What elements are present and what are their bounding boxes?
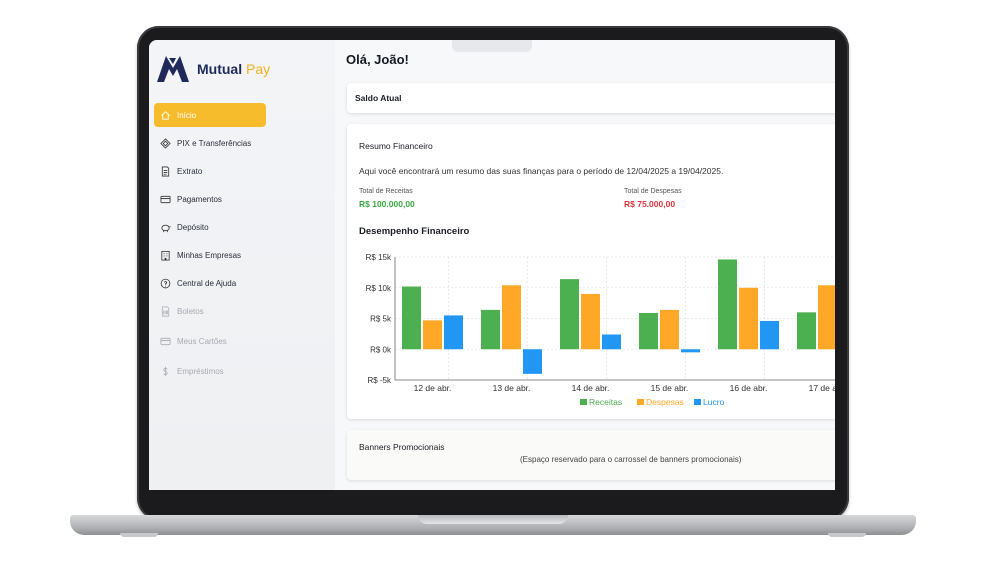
bar-receitas	[718, 259, 737, 350]
sidebar-item-label: Pagamentos	[177, 194, 222, 204]
y-tick-label: R$ -5k	[367, 376, 392, 385]
laptop-base	[70, 515, 916, 535]
resumo-financeiro-card: Resumo Financeiro Aqui você encontrará u…	[347, 124, 835, 419]
desempenho-financeiro-chart: R$ 15k R$ 10k R$ 5k R$ 0k R$ -5k 12 de abr. 13…	[366, 253, 835, 407]
total-receitas-value: R$ 100.000,00	[359, 199, 415, 209]
page-title: Olá, João!	[346, 52, 409, 67]
mutual-pay-logo-icon	[157, 56, 189, 82]
sidebar-item-label: Boletos	[177, 306, 204, 316]
sidebar-item-label: PIX e Transferências	[177, 138, 252, 148]
dollar-icon	[160, 366, 171, 377]
bar-despesas	[423, 320, 442, 350]
help-icon	[160, 278, 171, 289]
sidebar-item-label: Central de Ajuda	[177, 278, 237, 288]
total-despesas-label: Total de Despesas	[624, 188, 682, 195]
total-despesas-value: R$ 75.000,00	[624, 199, 676, 209]
document-icon	[160, 166, 171, 177]
legend-label: Receitas	[589, 397, 622, 407]
sidebar-item-label: Início	[177, 110, 197, 120]
sidebar-item-label: Extrato	[177, 166, 203, 176]
bar-lucro	[602, 334, 621, 350]
bar-despesas	[660, 309, 679, 350]
sidebar-item-pagamentos[interactable]: Pagamentos	[154, 187, 266, 211]
bar-receitas	[639, 312, 658, 350]
bar-lucro	[681, 349, 700, 353]
credit-card-icon	[160, 194, 171, 205]
x-tick-label: 13 de abr.	[493, 383, 531, 393]
y-tick-label: R$ 5k	[370, 315, 392, 324]
banners-title: Banners Promocionais	[359, 442, 445, 452]
saldo-atual-title: Saldo Atual	[355, 93, 402, 103]
sidebar-item-label: Minhas Empresas	[177, 250, 242, 260]
sidebar-item-extrato[interactable]: Extrato	[154, 159, 266, 183]
piggy-bank-icon	[160, 222, 171, 233]
sidebar-item-emprestimos[interactable]: Empréstimos	[154, 359, 266, 383]
barcode-document-icon	[160, 306, 171, 317]
x-tick-label: 15 de abr.	[651, 383, 689, 393]
sidebar: Mutual Pay Início PIX e Transferências E…	[149, 40, 335, 490]
legend-swatch	[580, 399, 587, 405]
legend-label: Despesas	[646, 397, 684, 407]
home-icon	[160, 110, 171, 121]
bar-despesas	[581, 293, 600, 350]
bar-lucro	[523, 349, 542, 374]
laptop-foot-left	[120, 533, 158, 537]
bar-receitas	[560, 279, 579, 350]
sidebar-item-label: Empréstimos	[177, 366, 224, 376]
y-tick-label: R$ 10k	[366, 284, 392, 293]
brand-logo[interactable]: Mutual Pay	[155, 52, 270, 86]
banners-placeholder-note: (Espaço reservado para o carrossel de ba…	[520, 455, 742, 464]
bar-despesas	[502, 285, 521, 350]
saldo-atual-card[interactable]: Saldo Atual	[347, 83, 835, 113]
sidebar-item-label: Depósito	[177, 222, 209, 232]
brand-name: Mutual Pay	[197, 61, 271, 77]
sidebar-item-inicio[interactable]: Início	[154, 103, 266, 127]
x-tick-label: 16 de abr.	[730, 383, 768, 393]
laptop-base-groove	[418, 515, 568, 524]
resumo-description: Aqui você encontrará um resumo das suas …	[359, 166, 724, 176]
legend-swatch	[694, 399, 701, 405]
camera-notch	[452, 40, 532, 52]
credit-card-icon	[160, 336, 171, 347]
bar-lucro	[444, 315, 463, 350]
x-tick-label: 12 de abr.	[414, 383, 452, 393]
sidebar-nav: Início PIX e Transferências Extrato Paga…	[154, 103, 266, 389]
pix-icon	[160, 137, 171, 149]
bar-receitas	[797, 312, 816, 350]
bar-lucro	[760, 320, 779, 350]
x-tick-label: 17 de abr.	[809, 383, 835, 393]
resumo-financeiro-title: Resumo Financeiro	[359, 141, 433, 151]
bar-despesas	[818, 285, 835, 350]
sidebar-item-label: Meus Cartões	[177, 336, 227, 346]
sidebar-item-central-de-ajuda[interactable]: Central de Ajuda	[154, 271, 266, 295]
sidebar-item-minhas-empresas[interactable]: Minhas Empresas	[154, 243, 266, 267]
bar-despesas	[739, 287, 758, 350]
legend-label: Lucro	[703, 397, 725, 407]
y-tick-label: R$ 0k	[370, 345, 392, 354]
legend-swatch	[637, 399, 644, 405]
bar-receitas	[402, 286, 421, 350]
building-icon	[160, 250, 171, 261]
y-tick-label: R$ 15k	[366, 253, 392, 262]
sidebar-item-pix[interactable]: PIX e Transferências	[154, 131, 266, 155]
total-receitas-label: Total de Receitas	[359, 188, 413, 195]
laptop-screen: Mutual Pay Início PIX e Transferências E…	[149, 40, 835, 490]
chart-title: Desempenho Financeiro	[359, 226, 470, 237]
bar-receitas	[481, 309, 500, 350]
sidebar-item-meus-cartoes[interactable]: Meus Cartões	[154, 329, 266, 353]
banners-promocionais-card: Banners Promocionais (Espaço reservado p…	[347, 430, 835, 480]
laptop-foot-right	[828, 533, 866, 537]
sidebar-item-boletos[interactable]: Boletos	[154, 299, 266, 323]
sidebar-item-deposito[interactable]: Depósito	[154, 215, 266, 239]
x-tick-label: 14 de abr.	[572, 383, 610, 393]
